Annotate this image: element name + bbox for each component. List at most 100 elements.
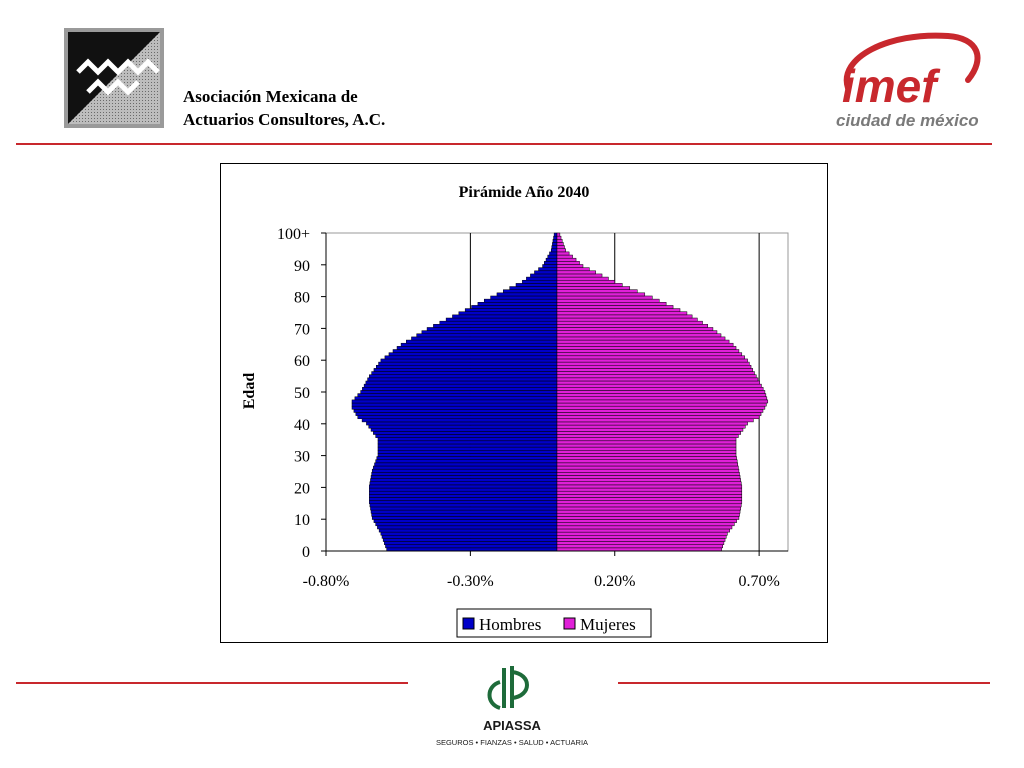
bar-hombres-age-77 bbox=[471, 305, 558, 309]
chart-title: Pirámide Año 2040 bbox=[459, 184, 590, 201]
bar-mujeres-age-87 bbox=[556, 273, 603, 278]
bar-hombres-age-1 bbox=[385, 544, 558, 549]
bar-mujeres-age-30 bbox=[556, 453, 737, 457]
bar-hombres-age-34 bbox=[377, 440, 558, 445]
bar-mujeres-age-94 bbox=[556, 251, 570, 256]
bar-hombres-age-35 bbox=[377, 437, 558, 442]
bar-mujeres-age-24 bbox=[556, 472, 740, 476]
bar-mujeres-age-23 bbox=[556, 475, 741, 479]
bar-mujeres-age-73 bbox=[556, 317, 698, 322]
bar-mujeres-age-59 bbox=[556, 361, 750, 366]
x-tick-label: -0.80% bbox=[303, 573, 350, 590]
bar-hombres-age-16 bbox=[369, 497, 558, 501]
bar-hombres-age-45 bbox=[351, 405, 558, 410]
bar-hombres-age-19 bbox=[369, 487, 558, 492]
bar-hombres-age-65 bbox=[400, 342, 558, 347]
bar-hombres-age-69 bbox=[421, 330, 558, 335]
bar-mujeres-age-95 bbox=[556, 248, 566, 253]
bar-mujeres-age-99 bbox=[556, 235, 562, 240]
bars-layer bbox=[351, 232, 769, 552]
imef-logo-subtext: ciudad de méxico bbox=[836, 111, 979, 130]
bar-mujeres-age-56 bbox=[556, 371, 755, 375]
bar-mujeres-age-60 bbox=[556, 358, 748, 363]
bar-mujeres-age-80 bbox=[556, 295, 653, 300]
bar-mujeres-age-46 bbox=[556, 402, 767, 407]
bar-hombres-age-80 bbox=[490, 295, 558, 300]
bar-mujeres-age-53 bbox=[556, 380, 760, 385]
bar-mujeres-age-69 bbox=[556, 330, 718, 335]
bar-hombres-age-36 bbox=[375, 434, 558, 438]
bar-mujeres-age-75 bbox=[556, 311, 688, 316]
y-tick-label: 40 bbox=[294, 417, 310, 434]
bar-hombres-age-71 bbox=[433, 324, 558, 328]
bar-hombres-age-13 bbox=[370, 506, 558, 511]
legend-box bbox=[456, 608, 652, 638]
bar-mujeres-age-14 bbox=[556, 503, 742, 508]
bar-mujeres-age-4 bbox=[556, 535, 727, 539]
bar-hombres-age-78 bbox=[477, 302, 558, 306]
bar-mujeres-age-10 bbox=[556, 516, 740, 520]
bar-mujeres-age-68 bbox=[556, 333, 722, 338]
bar-hombres-age-23 bbox=[370, 475, 558, 479]
bar-hombres-age-57 bbox=[373, 368, 558, 372]
bar-mujeres-age-66 bbox=[556, 339, 730, 344]
bar-hombres-age-94 bbox=[549, 251, 558, 256]
bar-hombres-age-76 bbox=[464, 308, 558, 312]
bar-hombres-age-6 bbox=[378, 528, 558, 533]
bar-mujeres-age-45 bbox=[556, 405, 766, 410]
bar-mujeres-age-61 bbox=[556, 355, 745, 360]
bar-mujeres-age-58 bbox=[556, 364, 752, 369]
bar-mujeres-age-25 bbox=[556, 468, 740, 473]
bar-mujeres-age-74 bbox=[556, 314, 693, 319]
bar-hombres-age-82 bbox=[503, 289, 558, 294]
bar-mujeres-age-91 bbox=[556, 261, 580, 265]
bar-mujeres-age-36 bbox=[556, 434, 739, 438]
bar-hombres-age-12 bbox=[370, 509, 558, 514]
bar-hombres-age-81 bbox=[496, 292, 558, 297]
bar-hombres-age-15 bbox=[369, 500, 558, 505]
y-tick-label: 80 bbox=[294, 290, 310, 307]
bar-hombres-age-67 bbox=[411, 336, 558, 341]
header-divider bbox=[16, 143, 992, 145]
bar-mujeres-age-13 bbox=[556, 506, 741, 511]
bar-hombres-age-9 bbox=[373, 519, 558, 523]
bar-hombres-age-33 bbox=[377, 443, 558, 448]
bar-hombres-age-100 bbox=[553, 232, 558, 237]
bar-mujeres-age-83 bbox=[556, 286, 631, 290]
bar-hombres-age-91 bbox=[544, 261, 558, 265]
bar-hombres-age-70 bbox=[426, 327, 558, 331]
bar-hombres-age-92 bbox=[545, 257, 558, 262]
bar-hombres-age-97 bbox=[552, 242, 558, 246]
bar-hombres-age-10 bbox=[371, 516, 558, 520]
bar-mujeres-age-6 bbox=[556, 528, 730, 533]
bar-hombres-age-30 bbox=[377, 453, 558, 457]
bar-mujeres-age-5 bbox=[556, 531, 728, 536]
y-axis-label: Edad bbox=[241, 373, 258, 410]
legend-label-hombres: Hombres bbox=[479, 615, 541, 634]
bar-hombres-age-46 bbox=[351, 402, 558, 407]
bar-mujeres-age-50 bbox=[556, 390, 766, 394]
bar-hombres-age-51 bbox=[362, 387, 558, 391]
org-name-line2: Actuarios Consultores, A.C. bbox=[183, 110, 386, 129]
bar-mujeres-age-85 bbox=[556, 279, 615, 284]
bar-mujeres-age-93 bbox=[556, 254, 573, 259]
bar-hombres-age-2 bbox=[384, 541, 558, 545]
bar-mujeres-age-22 bbox=[556, 478, 741, 482]
bar-hombres-age-5 bbox=[380, 531, 558, 536]
bar-hombres-age-59 bbox=[378, 361, 558, 366]
bar-hombres-age-93 bbox=[547, 254, 558, 259]
bar-mujeres-age-12 bbox=[556, 509, 741, 514]
bar-mujeres-age-57 bbox=[556, 368, 754, 372]
bar-hombres-age-27 bbox=[374, 462, 558, 467]
bar-hombres-age-41 bbox=[361, 418, 558, 423]
bar-hombres-age-90 bbox=[542, 264, 558, 268]
bar-mujeres-age-1 bbox=[556, 544, 723, 549]
bar-hombres-age-22 bbox=[370, 478, 558, 482]
bar-hombres-age-86 bbox=[526, 276, 558, 281]
bar-mujeres-age-51 bbox=[556, 387, 764, 391]
bar-mujeres-age-70 bbox=[556, 327, 714, 331]
bar-mujeres-age-77 bbox=[556, 305, 674, 309]
bar-hombres-age-32 bbox=[377, 446, 558, 451]
bar-mujeres-age-44 bbox=[556, 409, 764, 413]
bar-hombres-age-43 bbox=[355, 412, 558, 416]
